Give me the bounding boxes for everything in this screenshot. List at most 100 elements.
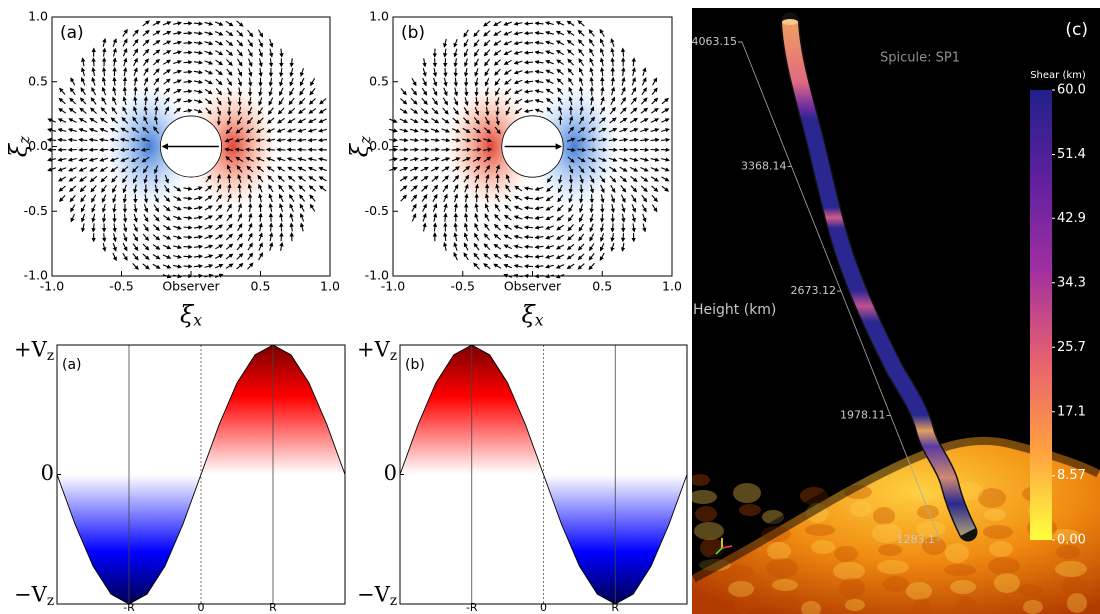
field-arrow [152, 30, 161, 36]
field-arrow [279, 87, 284, 97]
granule [916, 521, 946, 537]
field-arrow [589, 48, 595, 57]
field-arrow [173, 107, 182, 114]
field-arrow [545, 195, 554, 202]
field-arrow [642, 213, 647, 223]
field-arrow [112, 184, 117, 194]
field-arrow [514, 195, 523, 201]
field-arrow [545, 205, 554, 211]
field-arrow [568, 86, 574, 96]
field-arrow [462, 165, 471, 173]
field-arrow [236, 39, 244, 47]
field-arrow [463, 58, 469, 68]
field-arrow [164, 174, 169, 184]
field-arrow [204, 69, 214, 75]
field-arrow [483, 263, 491, 270]
field-arrow [534, 264, 544, 269]
field-arrow [399, 137, 409, 143]
field-arrow [620, 47, 626, 57]
field-arrow [421, 87, 428, 96]
field-arrow [204, 98, 213, 105]
granule [912, 598, 932, 614]
field-arrow [534, 196, 544, 201]
field-arrow [258, 67, 263, 78]
field-arrow [432, 87, 438, 96]
field-arrow [410, 97, 418, 105]
field-arrow [661, 108, 670, 114]
field-arrow [443, 87, 448, 97]
height-tick-label: 1978.11 [840, 409, 886, 422]
field-arrow [101, 194, 107, 203]
field-arrow [225, 20, 234, 27]
field-arrow [568, 184, 573, 194]
field-arrow [130, 147, 140, 153]
vector-field [46, 20, 328, 279]
field-arrow [588, 262, 595, 271]
field-arrow [258, 183, 263, 193]
field-arrow [173, 205, 182, 211]
field-arrow [268, 222, 274, 232]
field-arrow [422, 58, 427, 68]
granule [1056, 545, 1080, 559]
field-arrow [279, 77, 284, 87]
x-tick-label: 0 [198, 601, 205, 614]
field-arrow [122, 28, 128, 37]
solar-surface [692, 436, 1100, 614]
field-arrow [216, 106, 222, 116]
field-arrow [473, 165, 481, 173]
field-arrow [286, 137, 296, 143]
field-arrow [513, 234, 523, 240]
field-arrow [422, 212, 427, 222]
height-tick-label: 2673.12 [791, 284, 837, 297]
field-arrow [556, 59, 565, 66]
field-arrow [258, 97, 263, 106]
granule [839, 578, 865, 598]
field-arrow [88, 137, 98, 143]
field-arrow [661, 128, 670, 133]
field-arrow [142, 20, 150, 27]
granule [1067, 593, 1087, 613]
field-arrow [453, 232, 458, 242]
field-arrow [494, 126, 501, 135]
x-tick-label: -R [123, 601, 135, 614]
field-arrow [567, 68, 574, 76]
field-arrow [173, 225, 182, 230]
field-arrow [268, 232, 274, 242]
field-arrow [112, 233, 117, 243]
field-arrow [578, 223, 584, 232]
field-arrow [224, 138, 234, 143]
field-arrow [534, 30, 544, 36]
field-arrow [183, 205, 193, 211]
field-arrow [513, 21, 523, 26]
field-arrow [472, 157, 482, 162]
field-arrow [143, 96, 149, 106]
field-arrow [163, 194, 171, 203]
x-axis-label: ξx [521, 301, 543, 330]
field-arrow [310, 78, 316, 87]
field-arrow [619, 107, 627, 115]
field-arrow [523, 205, 534, 211]
field-arrow [162, 264, 172, 269]
field-arrow [268, 97, 274, 106]
field-arrow [162, 254, 172, 259]
field-arrow [640, 166, 649, 172]
field-arrow [463, 39, 469, 48]
field-arrow [247, 174, 253, 183]
field-arrow [89, 107, 98, 115]
field-arrow [409, 157, 419, 162]
field-arrow [236, 233, 243, 241]
field-arrow [101, 204, 107, 213]
field-arrow [164, 106, 169, 115]
field-arrow [319, 185, 327, 192]
field-arrow [545, 97, 554, 105]
field-arrow [163, 87, 171, 95]
x-tick-label: -0.5 [451, 279, 475, 294]
field-arrow [152, 49, 161, 56]
field-arrow [640, 176, 649, 182]
field-arrow [432, 203, 438, 212]
x-tick-label: R [269, 601, 277, 614]
granule [728, 581, 754, 597]
field-arrow [119, 147, 130, 152]
field-arrow [630, 185, 638, 193]
